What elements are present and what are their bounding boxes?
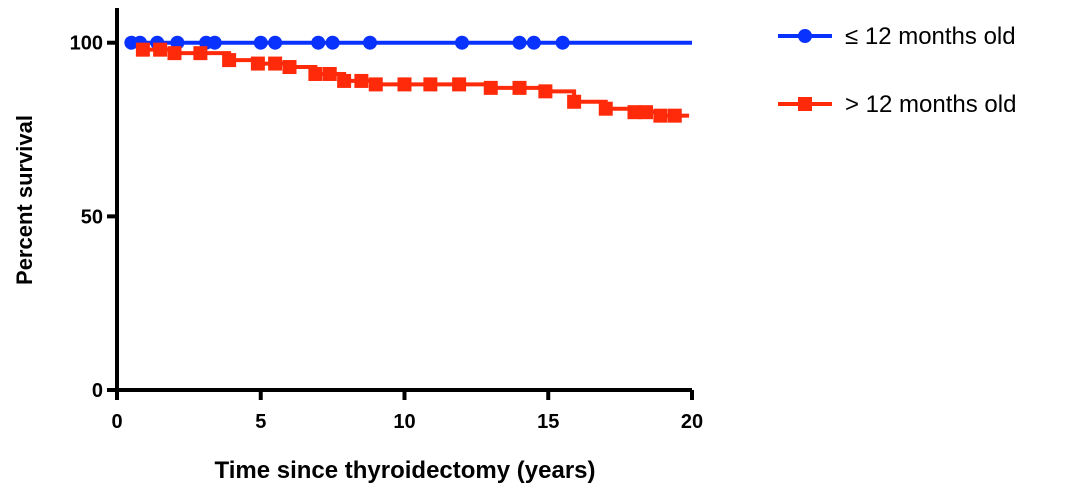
censor-mark bbox=[567, 94, 582, 109]
censor-mark bbox=[368, 77, 383, 92]
x-axis-title: Time since thyroidectomy (years) bbox=[214, 457, 595, 484]
censor-mark bbox=[452, 77, 467, 92]
censor-mark bbox=[526, 35, 541, 50]
censor-mark bbox=[555, 35, 570, 50]
censor-mark bbox=[627, 105, 642, 120]
censor-mark bbox=[639, 105, 653, 120]
censor-mark bbox=[253, 35, 268, 50]
censor-mark bbox=[598, 101, 613, 116]
y-tick-label: 0 bbox=[92, 380, 103, 402]
censor-mark bbox=[268, 56, 283, 71]
y-tick-label: 50 bbox=[81, 206, 103, 228]
censor-mark bbox=[667, 108, 682, 123]
x-tick-label: 20 bbox=[681, 411, 703, 433]
y-axis-title: Percent survival bbox=[12, 115, 37, 285]
censor-mark bbox=[207, 35, 222, 50]
x-tick-label: 5 bbox=[255, 411, 266, 433]
legend-label: ≤ 12 months old bbox=[845, 23, 1016, 50]
censor-mark bbox=[222, 53, 237, 68]
censor-mark bbox=[308, 66, 323, 81]
censor-mark bbox=[397, 77, 412, 92]
censor-mark bbox=[153, 42, 168, 57]
censor-mark bbox=[337, 73, 352, 88]
censor-mark bbox=[167, 46, 182, 61]
censor-mark bbox=[325, 35, 340, 50]
censor-mark bbox=[512, 80, 527, 95]
censor-mark bbox=[311, 35, 326, 50]
censor-mark bbox=[135, 42, 150, 57]
censor-mark bbox=[322, 66, 337, 81]
censor-mark bbox=[455, 35, 469, 50]
y-tick-label: 100 bbox=[70, 33, 103, 55]
censor-mark bbox=[268, 35, 283, 50]
censor-mark bbox=[423, 77, 438, 92]
legend-marker bbox=[798, 29, 812, 43]
censor-mark bbox=[512, 35, 527, 50]
x-tick-label: 15 bbox=[537, 411, 559, 433]
censor-mark bbox=[193, 46, 208, 61]
censor-mark bbox=[363, 35, 377, 50]
censor-mark bbox=[653, 108, 668, 123]
x-tick-label: 10 bbox=[393, 411, 415, 433]
censor-mark bbox=[538, 84, 553, 99]
legend-label: > 12 months old bbox=[845, 91, 1016, 118]
censor-mark bbox=[354, 73, 369, 88]
censor-mark bbox=[250, 56, 265, 71]
x-tick-label: 0 bbox=[111, 411, 122, 433]
censor-mark bbox=[483, 80, 498, 95]
legend-marker bbox=[798, 97, 812, 111]
censor-mark bbox=[282, 60, 297, 75]
